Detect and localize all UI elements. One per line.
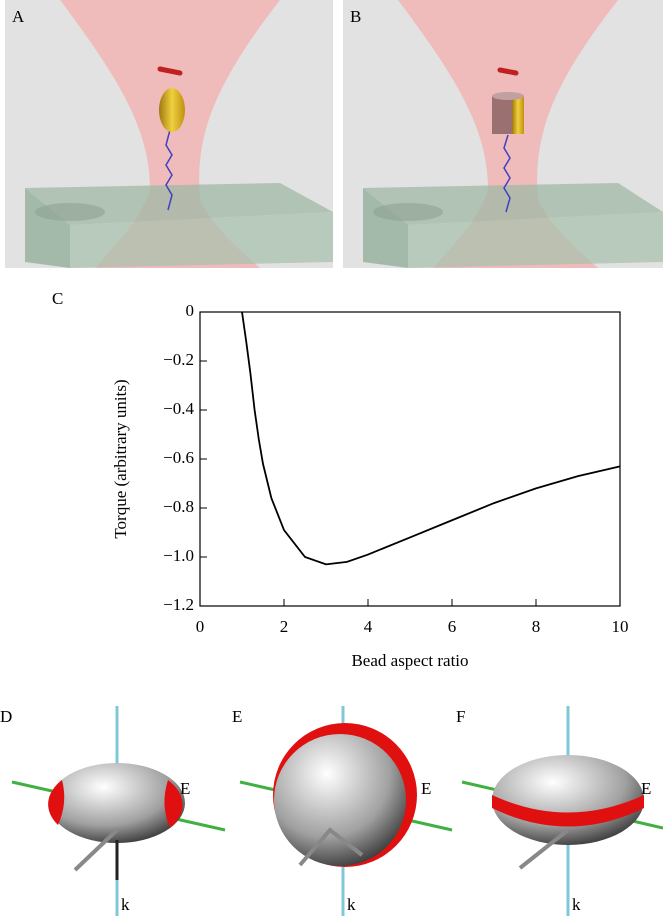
wavevector-label: k xyxy=(347,895,356,914)
x-tick-label: 2 xyxy=(280,617,289,636)
y-tick-label: −1.2 xyxy=(163,595,194,614)
wavevector-label: k xyxy=(121,895,130,914)
x-tick-label: 0 xyxy=(196,617,205,636)
y-tick-label: −0.6 xyxy=(163,448,194,467)
panel-f-render xyxy=(461,706,663,916)
x-tick-label: 8 xyxy=(532,617,541,636)
panel-label: D xyxy=(0,707,12,726)
x-axis-label: Bead aspect ratio xyxy=(351,651,468,670)
data-line xyxy=(241,311,621,566)
panel-d-render xyxy=(11,706,226,916)
panel-label: E xyxy=(232,707,242,726)
field-label: E xyxy=(641,779,651,798)
y-tick-label: −0.2 xyxy=(163,350,194,369)
y-axis-label: Torque (arbitrary units) xyxy=(111,379,130,538)
field-label: E xyxy=(421,779,431,798)
x-tick-label: 6 xyxy=(448,617,457,636)
y-tick-label: 0 xyxy=(186,301,195,320)
y-tick-label: −0.4 xyxy=(163,399,194,418)
panel-label: F xyxy=(456,707,465,726)
y-tick-label: −0.8 xyxy=(163,497,194,516)
y-tick-label: −1.0 xyxy=(163,546,194,565)
panel-b-render xyxy=(343,0,663,268)
wavevector-label: k xyxy=(572,895,581,914)
chart: Bead aspect ratio Torque (arbitrary unit… xyxy=(111,301,629,670)
panel-label: B xyxy=(350,7,361,26)
panel-label: C xyxy=(52,289,63,308)
x-tick-label: 10 xyxy=(612,617,629,636)
panel-label: A xyxy=(12,7,25,26)
field-label: E xyxy=(180,779,190,798)
panel-a-render xyxy=(5,0,333,268)
x-tick-label: 4 xyxy=(364,617,373,636)
panel-e-render xyxy=(239,706,453,916)
